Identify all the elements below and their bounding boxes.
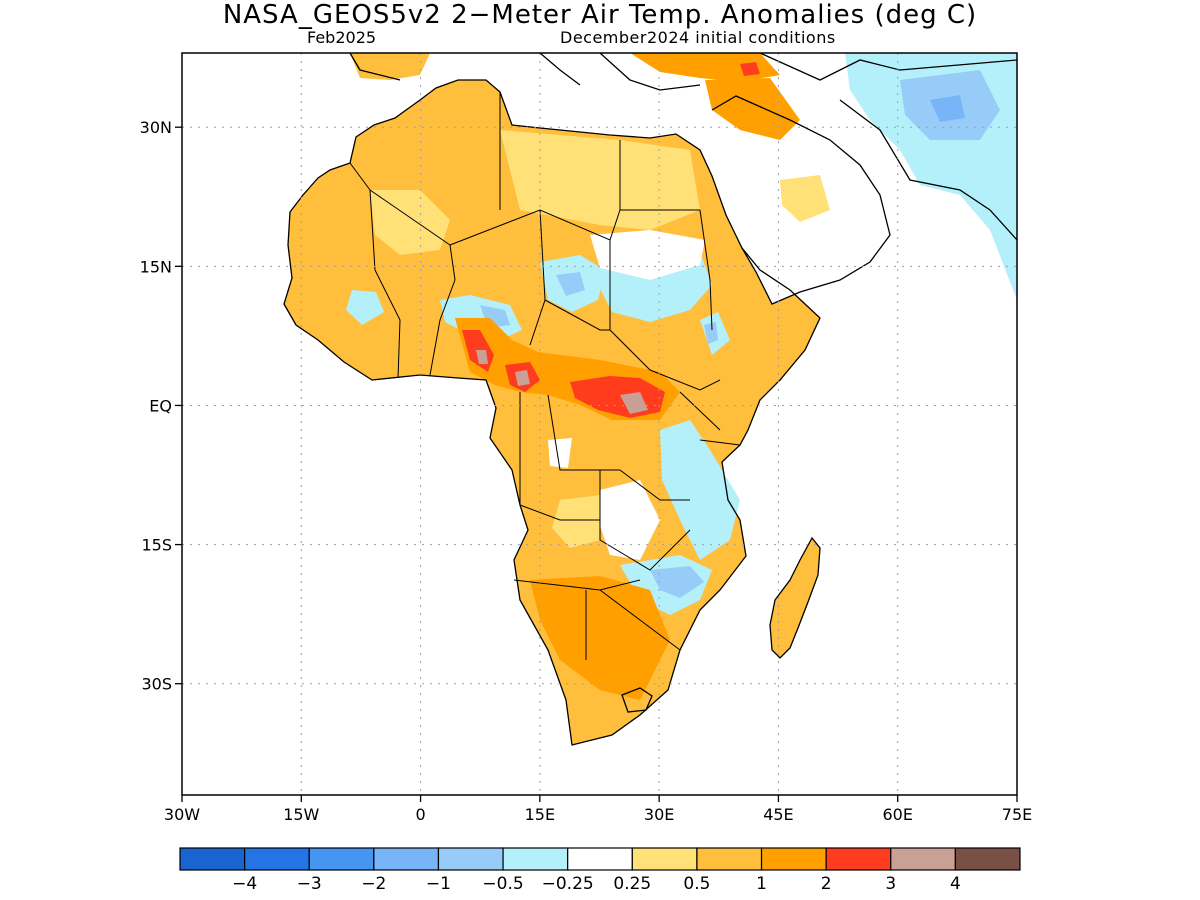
colorbar-label: −0.5 <box>482 874 523 894</box>
madagascar-coastline <box>769 536 821 659</box>
x-tick-label: 30W <box>164 805 200 824</box>
colorbar-swatch <box>244 847 310 871</box>
y-tick-label: EQ <box>149 396 172 415</box>
colorbar-label: −2 <box>361 874 386 894</box>
x-tick-label: 15E <box>525 805 555 824</box>
colorbar-label: 3 <box>885 874 896 894</box>
map-grid <box>182 53 1017 795</box>
colorbar-swatch <box>502 847 569 871</box>
x-tick-label: 75E <box>1002 805 1032 824</box>
colorbar-swatch <box>890 847 956 871</box>
colorbar-label: 0.25 <box>613 874 651 894</box>
x-tick-label: 30E <box>644 805 674 824</box>
colorbar-swatch <box>567 847 633 871</box>
colorbar-label: 2 <box>821 874 832 894</box>
colorbar-swatch <box>760 847 827 871</box>
map-frame <box>181 52 1018 796</box>
forecast-month: Feb2025 <box>307 28 377 47</box>
chart-title: NASA_GEOS5v2 2−Meter Air Temp. Anomalies… <box>222 0 978 30</box>
colorbar: −4 −3 −2 −1 −0.5 −0.25 0.25 0.5 1 2 3 4 <box>179 847 1021 894</box>
colorbar-label: 0.5 <box>683 874 710 894</box>
colorbar-label: −0.25 <box>542 874 594 894</box>
madagascar-landmass <box>770 538 820 658</box>
colorbar-label: −1 <box>426 874 451 894</box>
colorbar-swatch <box>373 847 440 871</box>
colorbar-label: 1 <box>756 874 767 894</box>
y-tick-label: 15N <box>140 257 172 276</box>
colorbar-swatch <box>696 847 763 871</box>
colorbar-swatch <box>631 847 698 871</box>
colorbar-swatch <box>179 847 246 871</box>
y-tick-label: 15S <box>141 536 172 555</box>
lesotho-border <box>621 687 653 713</box>
africa-coastline <box>283 79 821 746</box>
y-tick-label: 30N <box>140 118 172 137</box>
country-borders <box>349 92 741 660</box>
x-tick-label: 0 <box>415 805 425 824</box>
colorbar-label: 4 <box>950 874 961 894</box>
y-tick-label: 30S <box>141 675 172 694</box>
colorbar-swatch <box>954 847 1021 871</box>
arabia-coastline <box>711 95 891 305</box>
colorbar-swatch <box>308 847 375 871</box>
colorbar-label: −3 <box>297 874 322 894</box>
initial-conditions: December2024 initial conditions <box>560 28 836 47</box>
x-tick-label: 60E <box>882 805 912 824</box>
x-tick-label: 15W <box>283 805 319 824</box>
colorbar-label: −4 <box>232 874 257 894</box>
mediterranean-coast <box>349 53 1017 241</box>
colorbar-swatch <box>437 847 504 871</box>
colorbar-swatch <box>825 847 892 871</box>
x-tick-label: 45E <box>763 805 793 824</box>
